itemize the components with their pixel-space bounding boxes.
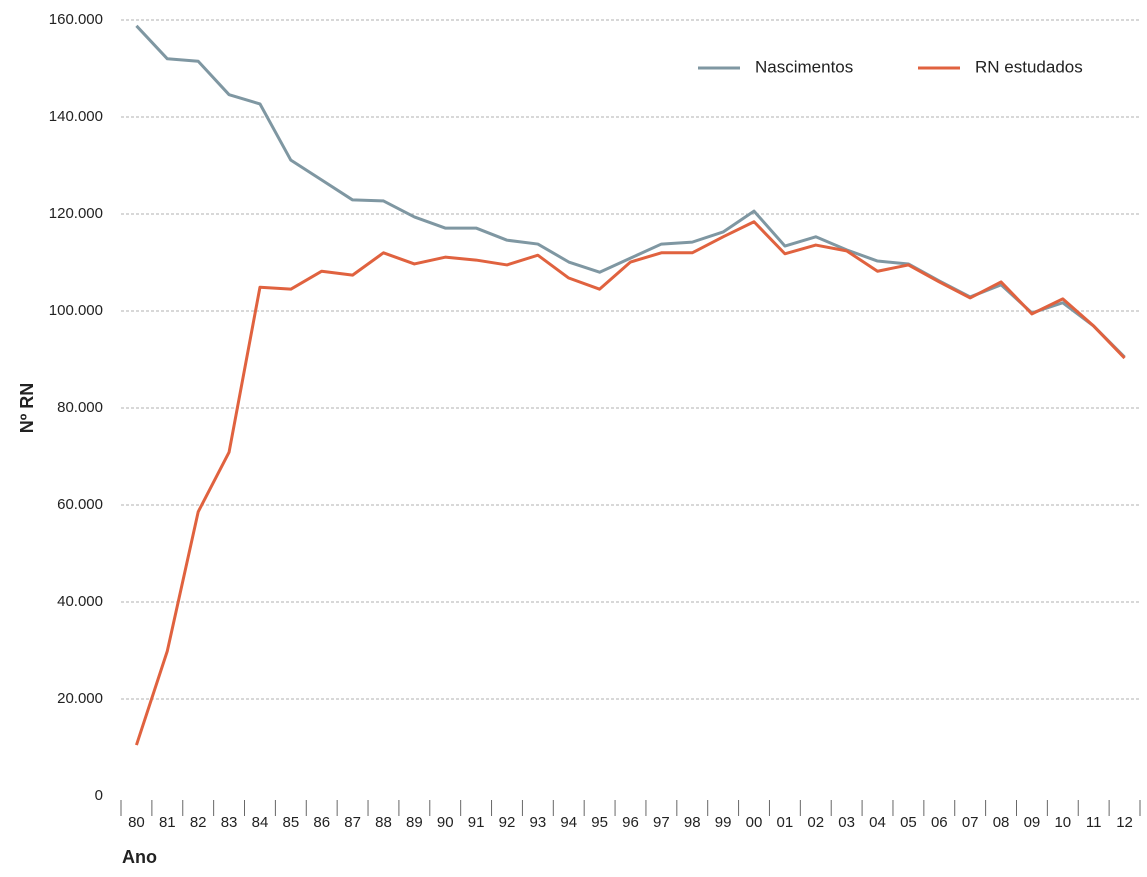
x-tick-label: 98 <box>684 814 701 831</box>
y-tick-label: 160.000 <box>49 11 103 28</box>
x-axis-label: Ano <box>122 847 157 867</box>
x-tick-label: 86 <box>313 814 330 831</box>
x-tick-label: 09 <box>1024 814 1041 831</box>
x-tick-label: 11 <box>1086 814 1102 831</box>
y-tick-label: 0 <box>95 787 103 804</box>
x-tick-label: 02 <box>807 814 824 831</box>
x-tick-label: 82 <box>190 814 207 831</box>
y-tick-label: 120.000 <box>49 205 103 222</box>
y-axis-label: Nº RN <box>17 383 37 434</box>
x-tick-label: 96 <box>622 814 639 831</box>
x-tick-label: 99 <box>715 814 732 831</box>
x-tick-label: 05 <box>900 814 917 831</box>
y-tick-label: 40.000 <box>57 593 103 610</box>
x-tick-label: 83 <box>221 814 238 831</box>
x-tick-label: 08 <box>993 814 1010 831</box>
x-tick-label: 12 <box>1116 814 1133 831</box>
x-tick-label: 07 <box>962 814 979 831</box>
series-line <box>135 220 1126 746</box>
x-tick-label: 87 <box>344 814 361 831</box>
x-tick-label: 91 <box>468 814 485 831</box>
y-tick-label: 60.000 <box>57 496 103 513</box>
y-tick-label: 80.000 <box>57 399 103 416</box>
x-tick-label: 10 <box>1054 814 1071 831</box>
x-tick-label: 85 <box>282 814 299 831</box>
x-tick-label: 97 <box>653 814 670 831</box>
x-tick-label: 06 <box>931 814 948 831</box>
y-tick-label: 100.000 <box>49 302 103 319</box>
x-tick-label: 01 <box>777 814 794 831</box>
x-tick-label: 95 <box>591 814 608 831</box>
legend-label: Nascimentos <box>755 57 853 76</box>
x-tick-label: 03 <box>838 814 855 831</box>
x-tick-label: 81 <box>159 814 176 831</box>
legend-label: RN estudados <box>975 57 1083 76</box>
x-tick-label: 89 <box>406 814 423 831</box>
x-tick-label: 90 <box>437 814 454 831</box>
x-tick-label: 00 <box>746 814 763 831</box>
x-tick-label: 84 <box>252 814 269 831</box>
x-tick-label: 93 <box>530 814 547 831</box>
y-tick-label: 140.000 <box>49 108 103 125</box>
x-tick-label: 80 <box>128 814 145 831</box>
x-tick-label: 04 <box>869 814 886 831</box>
x-tick-label: 88 <box>375 814 392 831</box>
y-tick-label: 20.000 <box>57 690 103 707</box>
x-tick-label: 94 <box>560 814 577 831</box>
x-tick-label: 92 <box>499 814 516 831</box>
